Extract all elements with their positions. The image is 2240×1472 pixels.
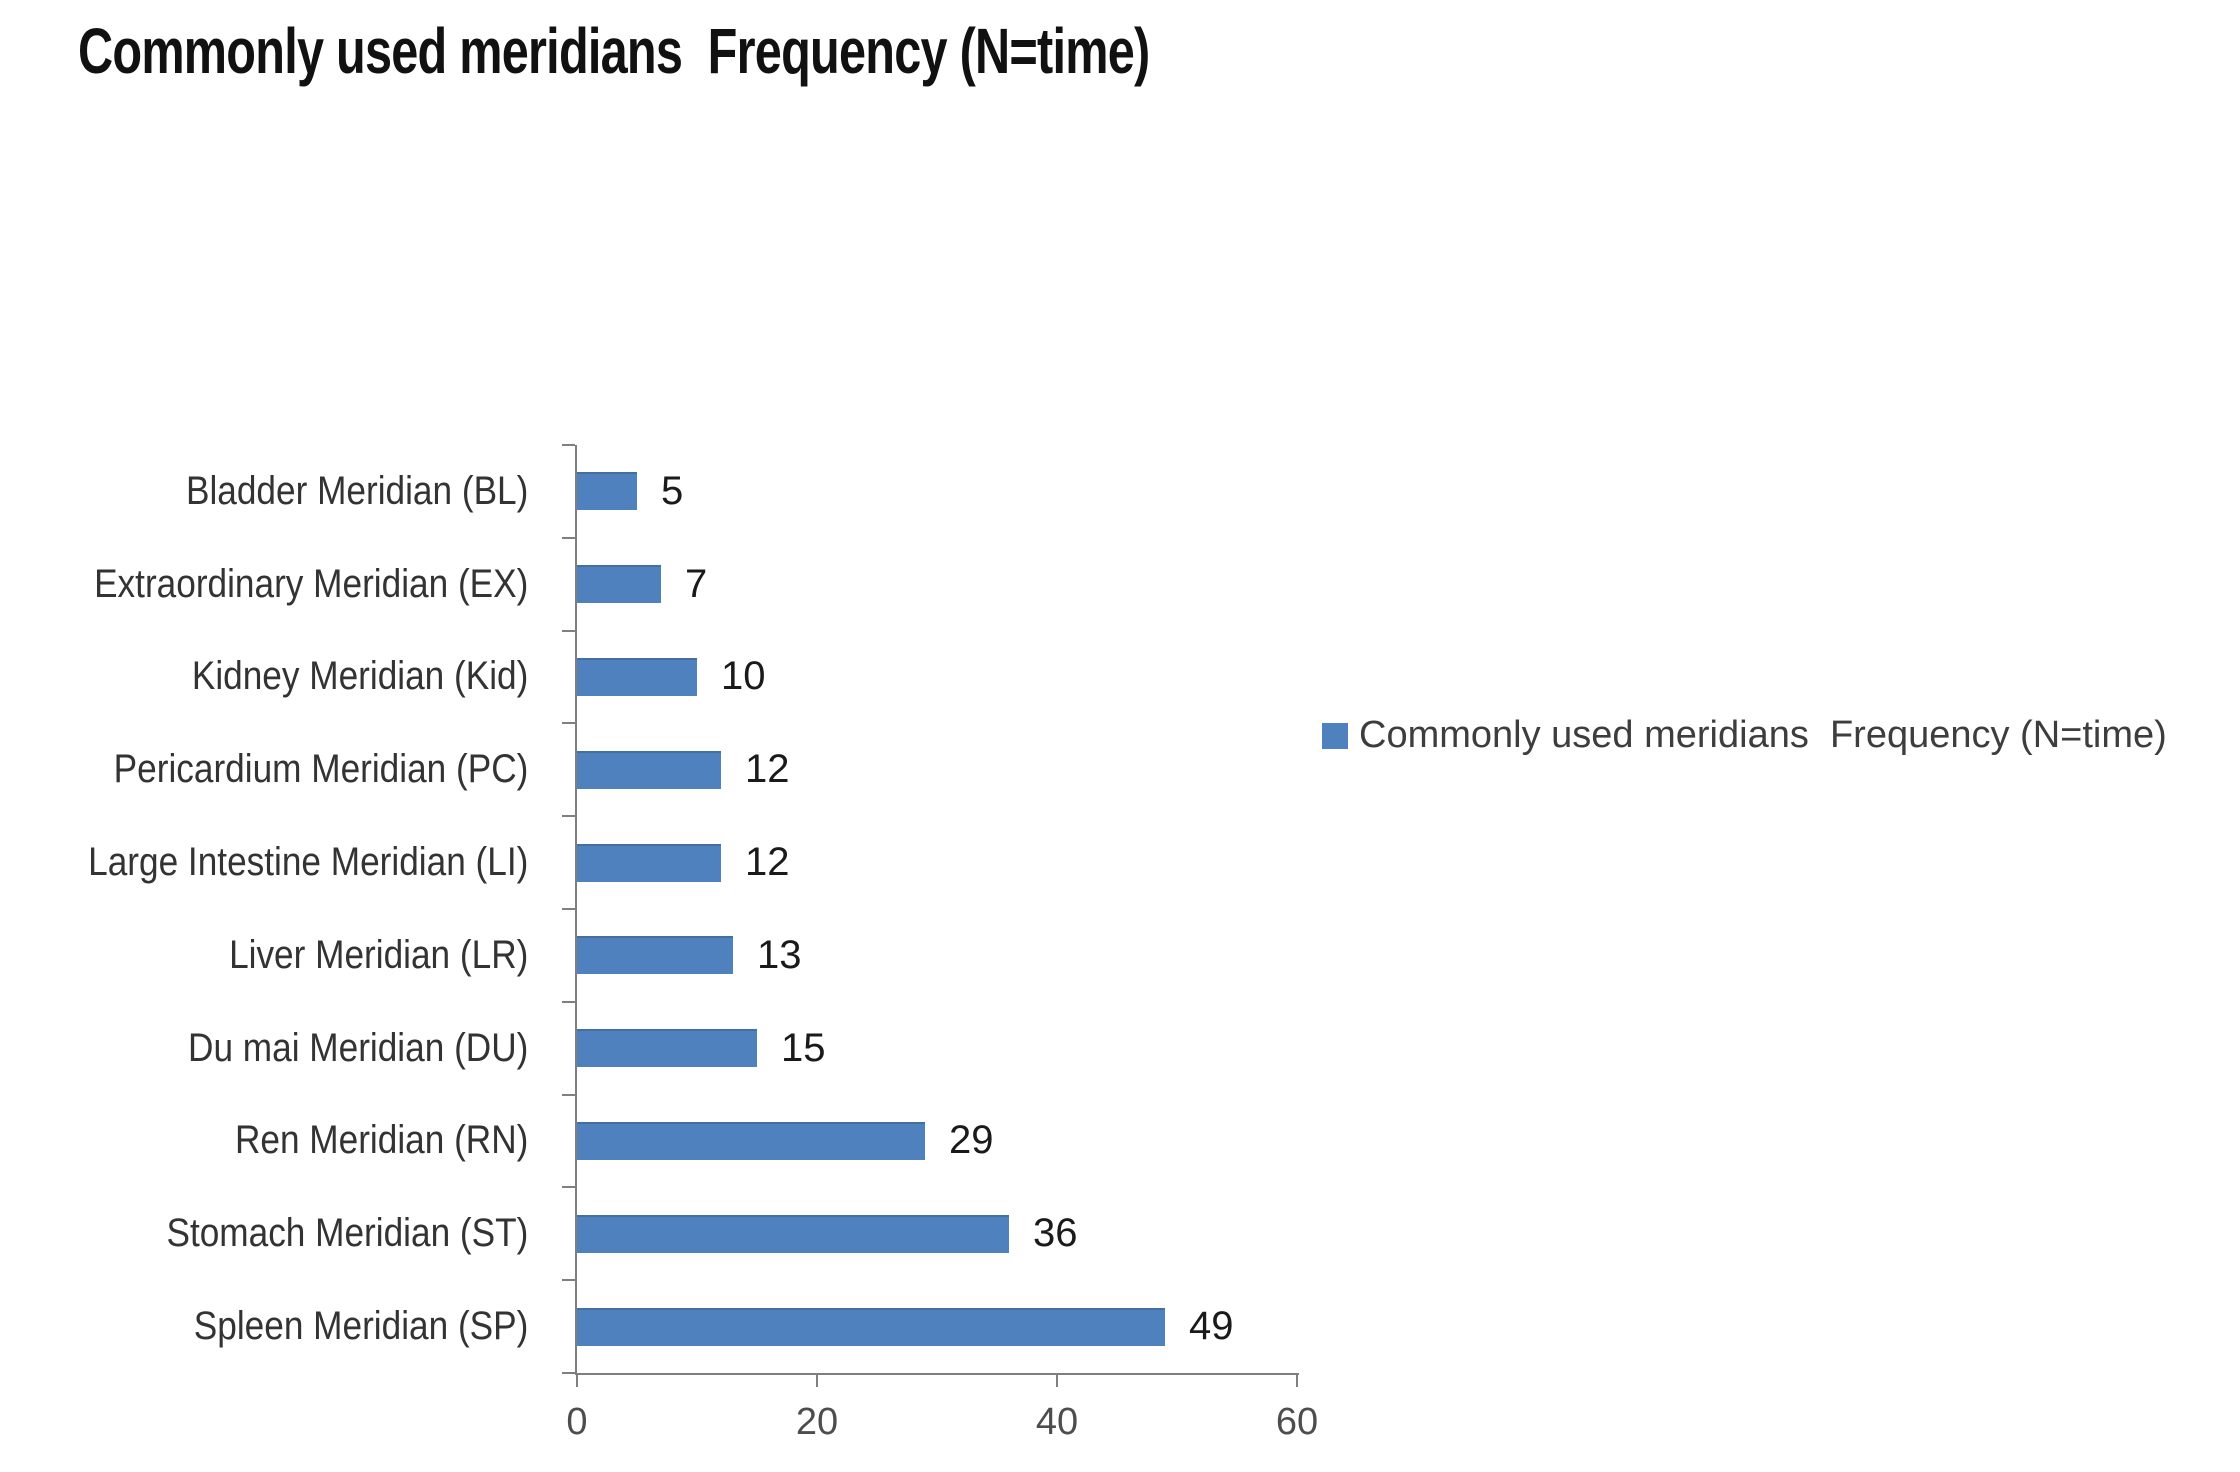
plot-area: Bladder Meridian (BL) 5 Extraordinary Meri… <box>88 444 1318 1443</box>
bar <box>577 843 721 882</box>
category-label: Ren Meridian (RN) <box>234 1118 529 1163</box>
y-axis-tick <box>562 444 575 446</box>
y-axis-tick <box>562 629 575 632</box>
legend-swatch-icon <box>1322 722 1348 749</box>
y-axis-tick <box>562 1000 575 1003</box>
value-label: 29 <box>949 1118 994 1163</box>
x-axis-tick <box>576 1373 578 1387</box>
y-axis-tick <box>562 815 575 818</box>
y-axis-tick <box>562 1186 575 1189</box>
bar <box>577 472 637 511</box>
category-label: Spleen Meridian (SP) <box>193 1304 529 1349</box>
x-axis-tick-label: 0 <box>566 1401 588 1443</box>
bar <box>577 565 661 604</box>
bar <box>577 1307 1165 1346</box>
bar <box>577 1214 1009 1253</box>
value-label: 15 <box>781 1025 826 1070</box>
y-axis-tick <box>562 536 575 539</box>
x-axis-tick <box>1296 1373 1298 1387</box>
category-label: Extraordinary Meridian (EX) <box>94 561 529 606</box>
category-label: Du mai Meridian (DU) <box>188 1025 529 1070</box>
value-label: 5 <box>661 468 684 513</box>
value-label: 12 <box>745 840 790 885</box>
chart-title: Commonly used meridians Frequency (N=tim… <box>78 15 1150 87</box>
bar <box>577 750 721 789</box>
category-label: Liver Meridian (LR) <box>229 932 529 977</box>
value-label: 7 <box>685 561 708 606</box>
category-label: Stomach Meridian (ST) <box>166 1211 529 1256</box>
category-label: Pericardium Meridian (PC) <box>113 747 529 792</box>
x-axis-tick <box>816 1373 818 1387</box>
y-axis-tick <box>562 1279 575 1282</box>
bar <box>577 1029 757 1068</box>
bar <box>577 1122 925 1160</box>
value-label: 12 <box>745 747 790 792</box>
value-label: 13 <box>757 932 802 977</box>
y-axis-tick <box>562 908 575 910</box>
value-label: 10 <box>721 654 766 699</box>
category-label: Kidney Meridian (Kid) <box>191 654 529 699</box>
x-axis-tick-label: 20 <box>795 1401 839 1443</box>
legend-label: Commonly used meridians Frequency (N=tim… <box>1359 714 2167 756</box>
bar <box>577 936 733 975</box>
x-axis-tick <box>1056 1373 1058 1387</box>
x-axis-tick-label: 40 <box>1035 1401 1079 1443</box>
value-label: 49 <box>1189 1304 1234 1349</box>
x-axis-tick-label: 60 <box>1275 1401 1319 1443</box>
y-axis-tick <box>562 1372 575 1374</box>
legend: Commonly used meridians Frequency (N=tim… <box>1322 714 2167 757</box>
value-label: 36 <box>1033 1211 1078 1256</box>
bar <box>577 658 697 696</box>
category-label: Large Intestine Meridian (LI) <box>88 840 529 885</box>
category-label: Bladder Meridian (BL) <box>185 468 529 513</box>
y-axis-tick <box>562 1093 575 1096</box>
y-axis-tick <box>562 722 575 725</box>
